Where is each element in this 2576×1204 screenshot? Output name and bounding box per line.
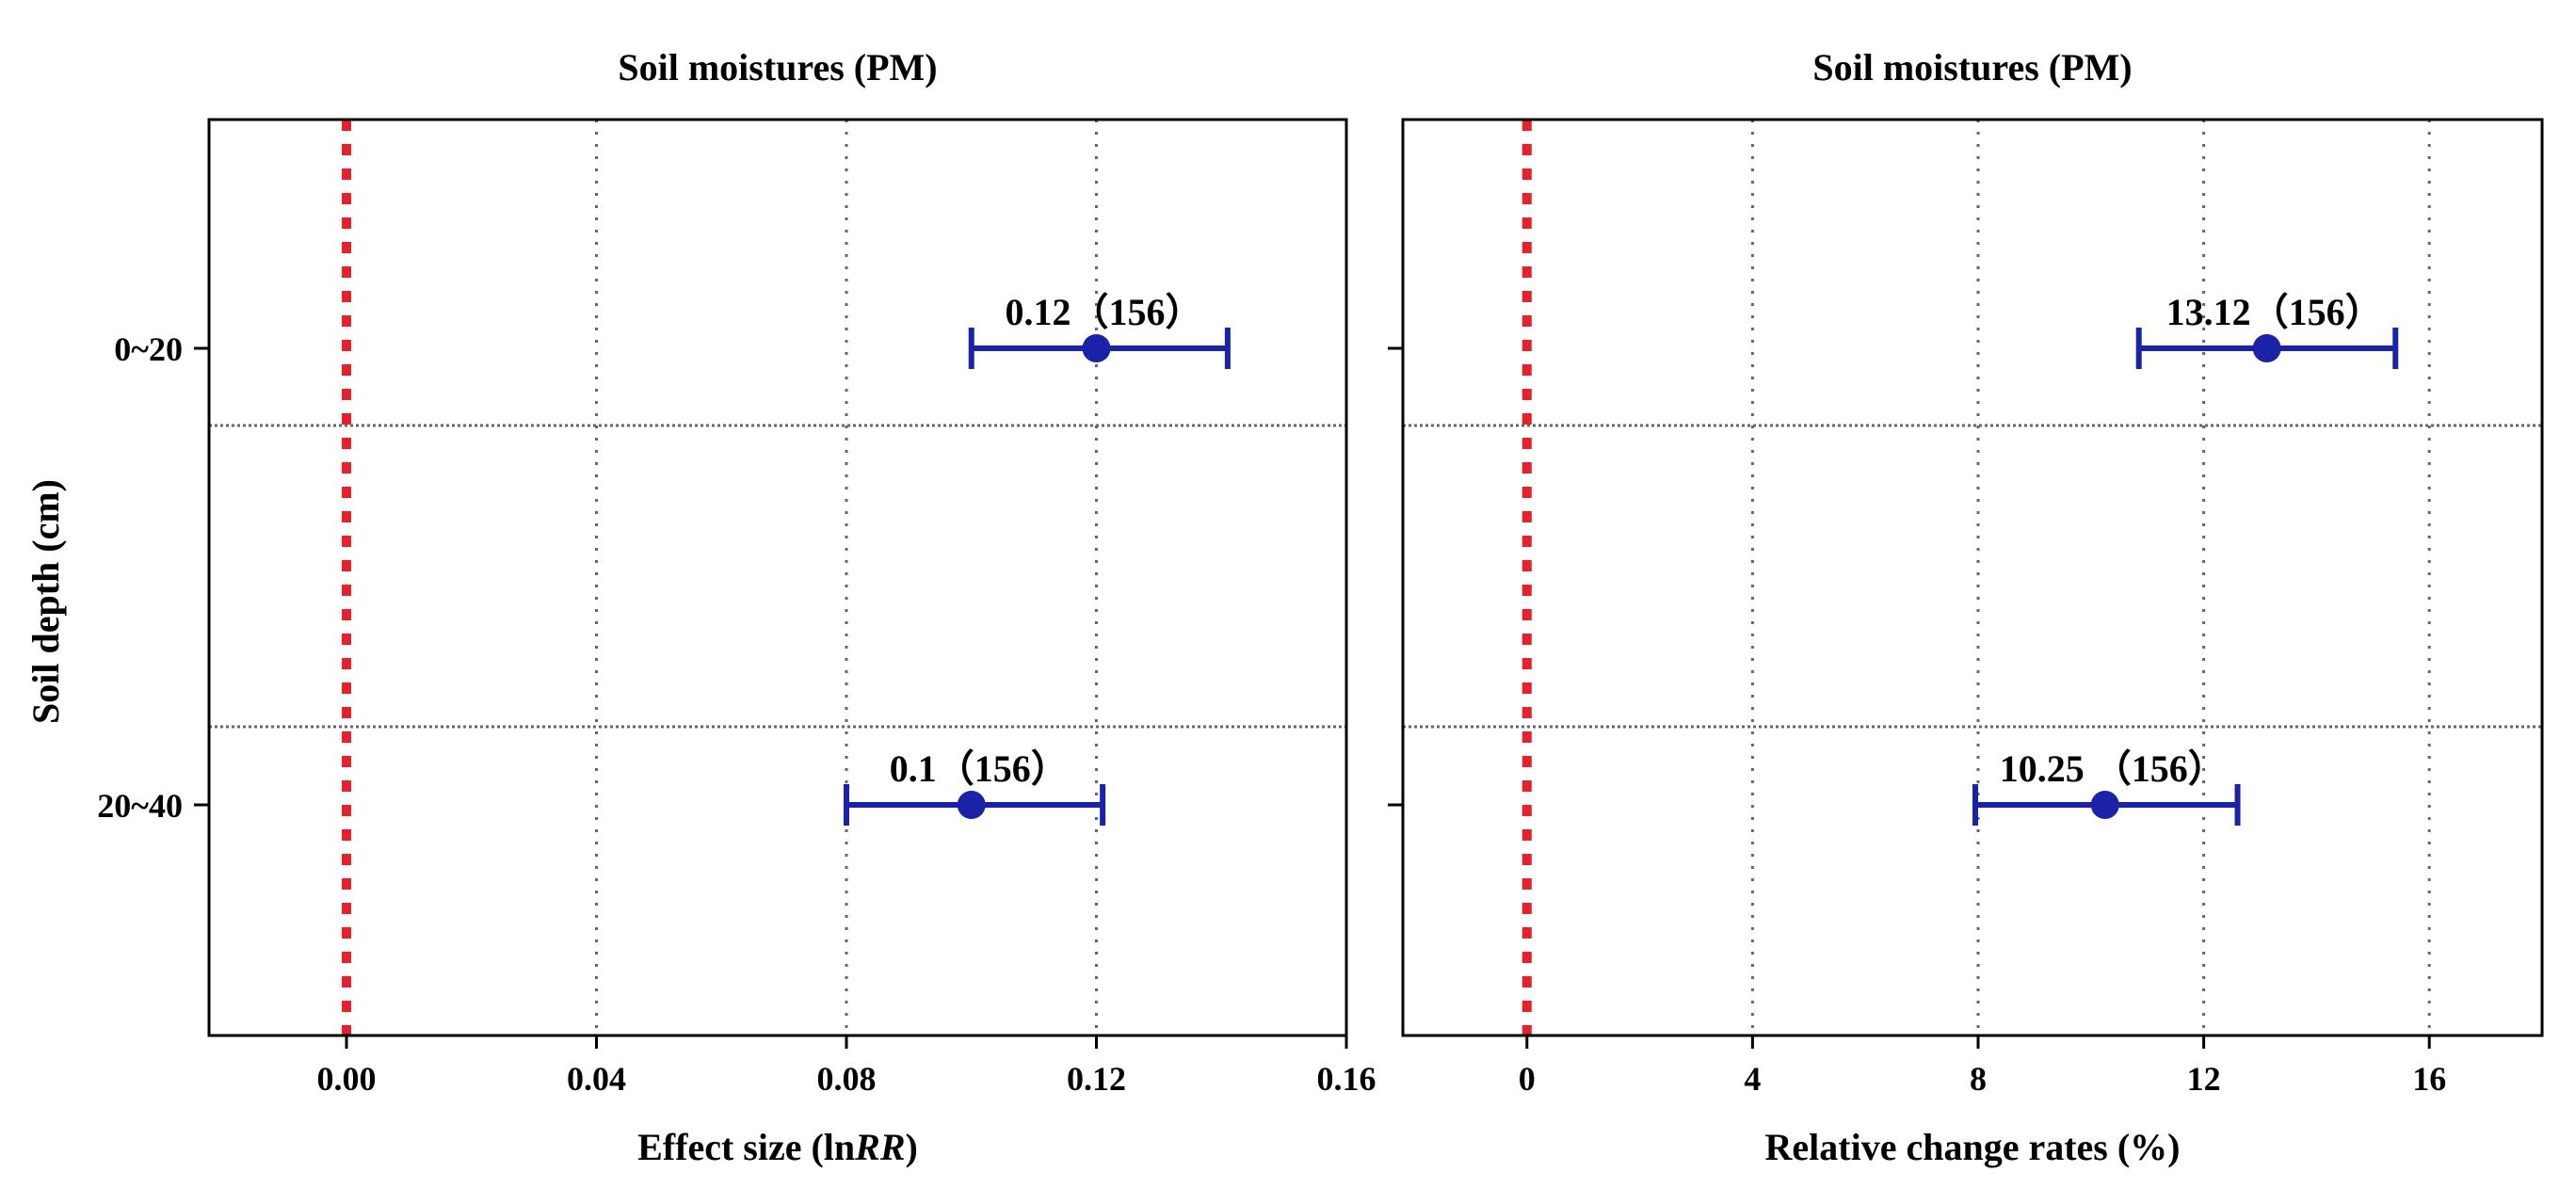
data-point [2252,334,2281,362]
x-tick-label: 12 [2187,1060,2221,1098]
data-label: 13.12（156） [2166,291,2383,333]
data-point [2090,791,2119,819]
data-point [1082,334,1111,362]
data-point [957,791,986,819]
data-label: 0.1（156） [890,747,1069,790]
panel-right: Soil moistures (PM) 0 4 8 12 16 Relative chang… [1388,46,2544,1168]
x-tick-label: 16 [2412,1060,2446,1098]
x-tick-label: 8 [1970,1060,1987,1098]
figure-y-axis-label: Soil depth (cm) [24,479,67,724]
plot-frame [207,118,1348,1037]
panel-left: Soil moistures (PM) 0.00 0.04 0.08 0.12 0.16 E… [97,46,1376,1168]
x-tick-label: 0.12 [1067,1060,1126,1098]
plot-frame [1401,118,2544,1037]
chart-title: Soil moistures (PM) [618,46,937,88]
x-axis-label: Effect size (lnRR) [637,1126,918,1168]
y-tick-label: 20~40 [97,787,183,825]
data-label: 10.25 （156） [2000,747,2226,790]
x-axis-label: Relative change rates (%) [1765,1126,2181,1168]
chart-title: Soil moistures (PM) [1812,46,2132,88]
data-label: 0.12（156） [1006,291,1203,333]
x-tick-label: 0.04 [567,1060,626,1098]
x-tick-label: 0.16 [1317,1060,1377,1098]
x-tick-label: 0 [1519,1060,1536,1098]
y-tick-label: 0~20 [114,330,183,368]
x-tick-label: 0.08 [817,1060,877,1098]
x-tick-label: 4 [1744,1060,1761,1098]
x-tick-label: 0.00 [317,1060,377,1098]
